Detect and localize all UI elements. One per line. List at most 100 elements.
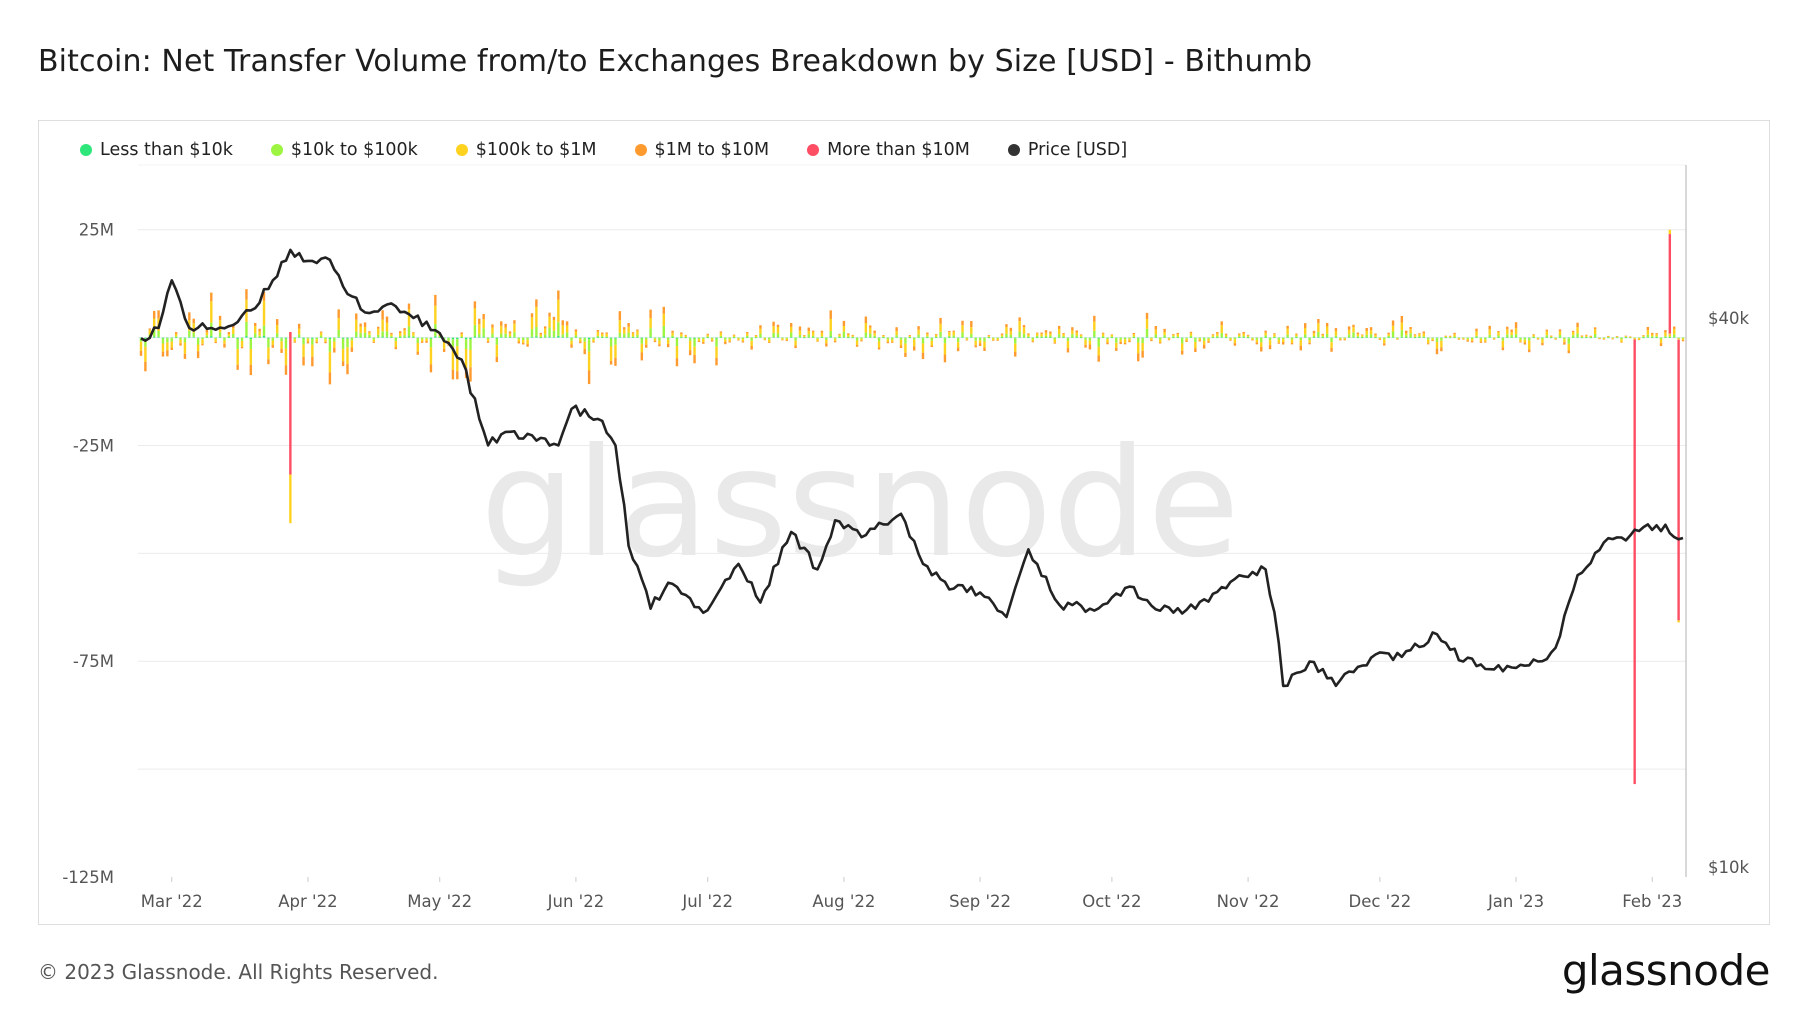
bar-100k-to-1m xyxy=(1049,333,1052,336)
bar-10k-to-100k xyxy=(1541,337,1544,340)
bar-less-than-10k xyxy=(715,337,718,339)
bar-1m-to-10m xyxy=(785,340,788,342)
x-tick-label: Nov '22 xyxy=(1217,892,1280,911)
bar-100k-to-1m xyxy=(1273,334,1276,337)
bar-100k-to-1m xyxy=(1255,339,1259,343)
bar-1m-to-10m xyxy=(504,323,507,328)
legend-item-10k-to-100k[interactable]: $10k to $100k xyxy=(270,140,418,160)
bar-1m-to-10m xyxy=(183,353,187,359)
bar-1m-to-10m xyxy=(530,313,534,318)
bar-1m-to-10m xyxy=(587,370,591,385)
bar-100k-to-1m xyxy=(789,326,793,333)
bar-less-than-10k xyxy=(394,337,398,339)
bar-less-than-10k xyxy=(1391,336,1395,338)
bar-100k-to-1m xyxy=(978,340,982,344)
bar-less-than-10k xyxy=(328,337,332,340)
bar-100k-to-1m xyxy=(1620,339,1623,342)
bar-10k-to-100k xyxy=(337,329,340,337)
bar-10k-to-100k xyxy=(1123,337,1127,340)
bar-less-than-10k xyxy=(1413,337,1417,339)
legend-item-less-than-10k[interactable]: Less than $10k xyxy=(80,140,233,160)
bar-1m-to-10m xyxy=(174,332,178,334)
bar-1m-to-10m xyxy=(851,334,854,336)
bar-1m-to-10m xyxy=(728,341,731,343)
bar-100k-to-1m xyxy=(434,305,437,325)
bar-10k-to-100k xyxy=(227,335,231,338)
bar-100k-to-1m xyxy=(1677,338,1680,340)
bar-10k-to-100k xyxy=(1119,337,1122,340)
bar-less-than-10k xyxy=(1655,337,1658,339)
bar-less-than-10k xyxy=(1005,337,1008,338)
legend-item-more-than-10m[interactable]: More than $10M xyxy=(807,140,970,160)
bar-1m-to-10m xyxy=(978,343,982,347)
bar-1m-to-10m xyxy=(895,327,898,332)
bar-10k-to-100k xyxy=(688,338,692,341)
bar-10k-to-100k xyxy=(645,337,648,340)
bar-100k-to-1m xyxy=(882,335,885,337)
bar-100k-to-1m xyxy=(917,329,920,335)
y-tick-label: 25M xyxy=(79,221,114,240)
bar-10k-to-100k xyxy=(486,337,490,340)
bar-1m-to-10m xyxy=(864,316,868,324)
bar-10k-to-100k xyxy=(201,337,204,340)
bar-less-than-10k xyxy=(1216,337,1219,339)
bar-less-than-10k xyxy=(442,337,446,339)
bar-100k-to-1m xyxy=(1224,334,1228,337)
bar-less-than-10k xyxy=(1497,337,1500,338)
x-tick-label: Jun '22 xyxy=(547,892,605,911)
bar-less-than-10k xyxy=(930,337,933,339)
bar-less-than-10k xyxy=(1545,337,1549,338)
bar-less-than-10k xyxy=(478,336,481,338)
bar-1m-to-10m xyxy=(869,325,872,328)
y-tick-label: -125M xyxy=(62,868,114,887)
legend-item-1m-to-10m[interactable]: $1M to $10M xyxy=(634,140,769,160)
bar-less-than-10k xyxy=(1246,337,1250,339)
bar-less-than-10k xyxy=(341,337,345,339)
bar-1m-to-10m xyxy=(1409,327,1412,330)
bar-1m-to-10m xyxy=(1664,330,1667,333)
bar-100k-to-1m xyxy=(403,330,406,336)
bar-10k-to-100k xyxy=(1554,337,1557,339)
bar-less-than-10k xyxy=(438,337,441,339)
bar-10k-to-100k xyxy=(776,333,780,338)
bar-1m-to-10m xyxy=(1202,344,1206,349)
bar-less-than-10k xyxy=(258,337,261,338)
bar-less-than-10k xyxy=(688,337,692,339)
bar-100k-to-1m xyxy=(930,340,933,346)
bar-more-than-10m xyxy=(289,332,292,475)
bar-100k-to-1m xyxy=(275,325,279,334)
bar-less-than-10k xyxy=(1009,337,1013,338)
bar-1m-to-10m xyxy=(1365,327,1368,331)
bar-10k-to-100k xyxy=(1479,337,1483,339)
bar-10k-to-100k xyxy=(1532,336,1535,338)
bar-10k-to-100k xyxy=(948,335,951,338)
bar-1m-to-10m xyxy=(671,330,674,333)
bar-1m-to-10m xyxy=(1260,346,1263,352)
bar-10k-to-100k xyxy=(166,338,169,343)
bar-100k-to-1m xyxy=(293,339,296,342)
bar-less-than-10k xyxy=(899,337,903,339)
bar-10k-to-100k xyxy=(671,335,674,338)
glassnode-logo[interactable]: glassnode xyxy=(1561,946,1771,995)
bar-100k-to-1m xyxy=(394,341,398,348)
bar-less-than-10k xyxy=(1615,337,1619,339)
y-right-tick-label: $10k xyxy=(1708,858,1749,877)
bar-less-than-10k xyxy=(601,337,604,339)
legend-label: More than $10M xyxy=(827,140,970,160)
bar-10k-to-100k xyxy=(1651,336,1654,338)
bar-1m-to-10m xyxy=(1053,342,1056,344)
bar-1m-to-10m xyxy=(1154,326,1158,330)
bar-100k-to-1m xyxy=(645,339,648,345)
bar-less-than-10k xyxy=(1049,337,1052,338)
bar-100k-to-1m xyxy=(1519,339,1522,342)
legend-item-price[interactable]: Price [USD] xyxy=(1007,140,1127,160)
legend-item-100k-to-1m[interactable]: $100k to $1M xyxy=(455,140,597,160)
bar-1m-to-10m xyxy=(1040,332,1043,334)
bar-10k-to-100k xyxy=(609,338,613,347)
bar-10k-to-100k xyxy=(895,335,898,338)
bar-less-than-10k xyxy=(381,336,384,338)
bar-less-than-10k xyxy=(548,336,551,338)
bar-less-than-10k xyxy=(1550,337,1553,339)
bar-10k-to-100k xyxy=(921,338,925,344)
bar-less-than-10k xyxy=(1664,337,1667,338)
